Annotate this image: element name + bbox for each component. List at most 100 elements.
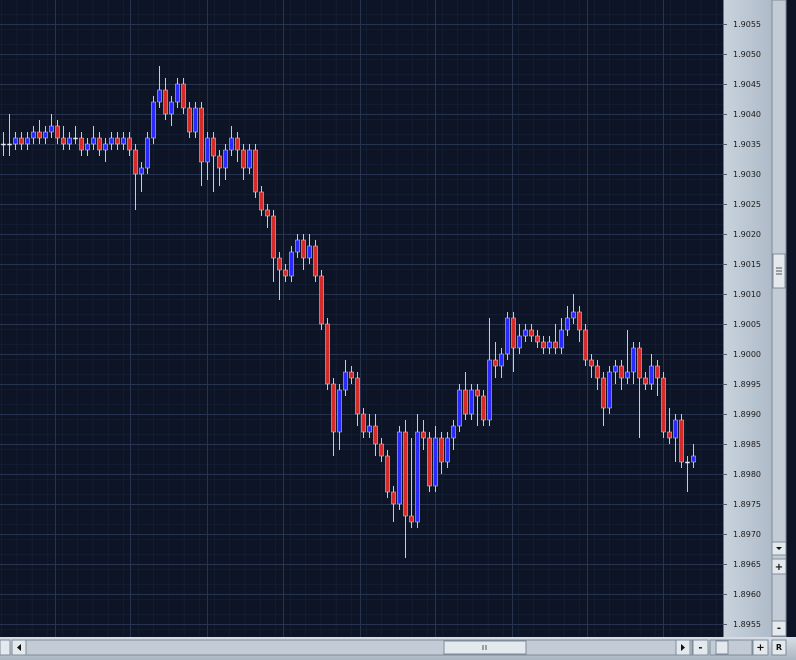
candle-body bbox=[391, 491, 396, 505]
candle-body bbox=[517, 335, 522, 349]
candle-body bbox=[115, 137, 120, 145]
y-tick-label: 1.9035 bbox=[733, 140, 761, 149]
y-tick-label: 1.9000 bbox=[733, 350, 761, 359]
candle-body bbox=[541, 341, 546, 349]
candle-body bbox=[451, 425, 456, 439]
candle-body bbox=[1, 143, 6, 146]
thumb-grip bbox=[776, 267, 782, 275]
candle-body bbox=[85, 143, 90, 151]
zoom-out-button[interactable] bbox=[771, 620, 787, 637]
candle-body bbox=[181, 83, 186, 109]
candle-body bbox=[559, 329, 564, 349]
candle-body bbox=[145, 137, 150, 169]
right-arrow-icon bbox=[681, 644, 685, 651]
candle-body bbox=[169, 101, 174, 115]
candle-body bbox=[265, 209, 270, 217]
candle-body bbox=[439, 437, 444, 463]
y-tick-label: 1.9015 bbox=[733, 260, 761, 269]
candle-body bbox=[649, 365, 654, 385]
candle-body bbox=[361, 413, 366, 433]
candle-body bbox=[487, 359, 492, 421]
candle-body bbox=[187, 107, 192, 133]
candle-body bbox=[163, 89, 168, 115]
y-tick-label: 1.9055 bbox=[733, 20, 761, 29]
candle-body bbox=[199, 107, 204, 163]
candle-body bbox=[307, 245, 312, 259]
y-tick-label: 1.8995 bbox=[733, 380, 761, 389]
candle-body bbox=[607, 371, 612, 409]
y-tick-label: 1.9040 bbox=[733, 110, 761, 119]
candle-body bbox=[583, 329, 588, 361]
candle-body bbox=[667, 431, 672, 439]
minor-grid bbox=[0, 0, 723, 637]
candle-body bbox=[13, 137, 18, 145]
candle-body bbox=[547, 341, 552, 349]
candle-body bbox=[79, 137, 84, 151]
candle-body bbox=[403, 431, 408, 517]
candle-body bbox=[91, 137, 96, 145]
candle-body bbox=[19, 137, 24, 145]
h-zoom-in-button[interactable] bbox=[752, 639, 769, 656]
candle-body bbox=[415, 431, 420, 523]
candle-body bbox=[529, 329, 534, 337]
h-zoom-out-button[interactable] bbox=[692, 639, 709, 656]
candle-body bbox=[97, 137, 102, 151]
candle-body bbox=[217, 155, 222, 169]
h-zoom-out-label: - bbox=[698, 643, 702, 654]
y-tick-label: 1.8955 bbox=[733, 620, 761, 629]
left-arrow-icon bbox=[17, 644, 21, 651]
candle-body bbox=[505, 317, 510, 355]
horizontal-scrollbar[interactable] bbox=[11, 639, 693, 656]
reset-label: R bbox=[776, 643, 782, 652]
candle-body bbox=[139, 167, 144, 175]
candle-body bbox=[325, 323, 330, 385]
candle-body bbox=[613, 365, 618, 373]
candle-body bbox=[427, 437, 432, 487]
candle-body bbox=[457, 389, 462, 427]
candle-body bbox=[601, 377, 606, 409]
y-tick-label: 1.8990 bbox=[733, 410, 761, 419]
zoom-in-button[interactable] bbox=[771, 558, 787, 575]
candle-body bbox=[421, 431, 426, 439]
candle-body bbox=[55, 125, 60, 139]
candle-body bbox=[109, 137, 114, 145]
candle-body bbox=[103, 143, 108, 151]
candle-body bbox=[655, 365, 660, 379]
candle-body bbox=[493, 359, 498, 367]
left-edge-button[interactable] bbox=[0, 639, 11, 656]
price-axis-panel bbox=[723, 0, 772, 637]
candle-body bbox=[241, 149, 246, 169]
zoom-in-label: + bbox=[775, 562, 783, 573]
h-zoom-thumb[interactable] bbox=[715, 640, 729, 655]
candle-body bbox=[373, 425, 378, 445]
horizontal-scroll-thumb[interactable] bbox=[443, 640, 527, 655]
zoom-out-label: - bbox=[777, 623, 781, 634]
candle-body bbox=[271, 215, 276, 259]
candle-body bbox=[67, 137, 72, 145]
candle-body bbox=[61, 137, 66, 145]
vertical-scrollbar[interactable] bbox=[771, 0, 787, 638]
h-zoom-in-label: + bbox=[756, 643, 764, 654]
candle-body bbox=[691, 455, 696, 463]
candle-body bbox=[631, 347, 636, 373]
candle-body bbox=[367, 425, 372, 433]
candle-body bbox=[295, 239, 300, 253]
y-tick-label: 1.8975 bbox=[733, 500, 761, 509]
candle-body bbox=[223, 149, 228, 169]
y-tick-label: 1.9050 bbox=[733, 50, 761, 59]
candle-body bbox=[151, 101, 156, 139]
candle-body bbox=[37, 131, 42, 139]
y-tick-label: 1.9030 bbox=[733, 170, 761, 179]
candle-body bbox=[385, 455, 390, 493]
candle-body bbox=[193, 107, 198, 133]
reset-button[interactable] bbox=[771, 639, 787, 656]
candle-body bbox=[229, 137, 234, 151]
candle-body bbox=[643, 377, 648, 385]
candle-body bbox=[475, 389, 480, 397]
y-tick-label: 1.9045 bbox=[733, 80, 761, 89]
candle-body bbox=[301, 239, 306, 259]
candle-body bbox=[211, 137, 216, 157]
candle-body bbox=[355, 377, 360, 415]
candle-body bbox=[259, 191, 264, 211]
